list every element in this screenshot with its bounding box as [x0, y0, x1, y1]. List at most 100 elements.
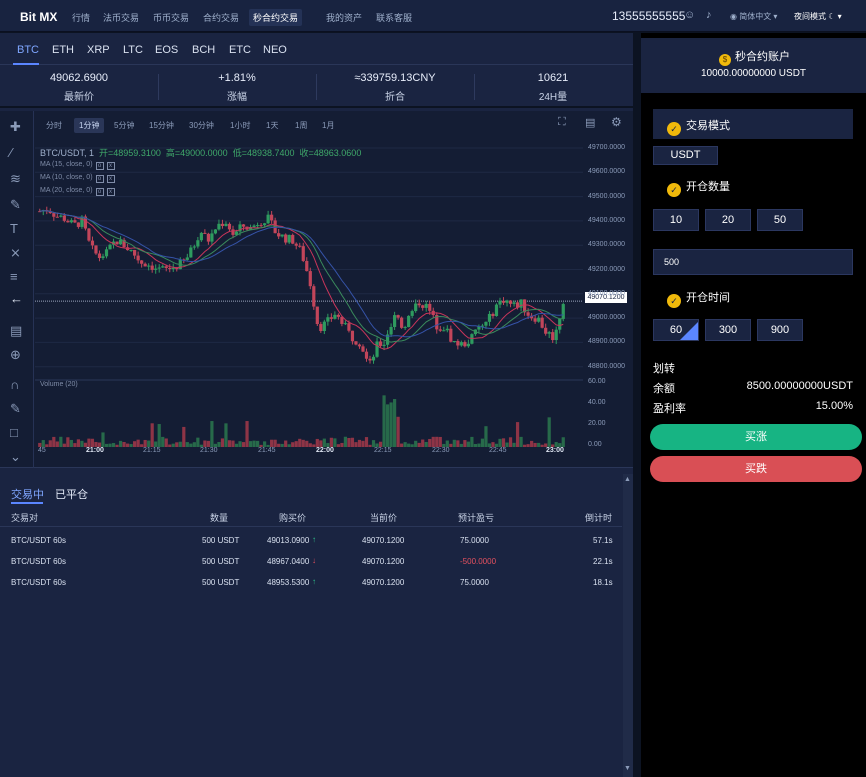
- eye-icon[interactable]: o: [95, 175, 104, 183]
- close-icon[interactable]: x: [106, 175, 115, 183]
- volume-bar: [378, 441, 383, 447]
- volume-bar: [354, 442, 358, 447]
- volume-bar: [168, 444, 172, 447]
- back-arrow-icon[interactable]: ←: [10, 291, 23, 306]
- tf-1w[interactable]: 1周: [295, 121, 308, 130]
- volume-bar: [87, 438, 91, 447]
- close-icon[interactable]: x: [106, 162, 115, 170]
- nav-item-contract[interactable]: 合约交易: [203, 13, 240, 23]
- magnet-icon[interactable]: ∩: [10, 377, 20, 392]
- volume-bar: [101, 432, 105, 447]
- candle-body: [213, 229, 218, 234]
- eye-icon[interactable]: o: [95, 188, 104, 196]
- time-option-60[interactable]: 60: [653, 319, 699, 341]
- buy-up-button[interactable]: 买涨: [650, 424, 862, 450]
- crosshair-icon[interactable]: ✚: [10, 119, 21, 134]
- qty-option-50[interactable]: 50: [757, 209, 803, 231]
- volume-bar: [270, 439, 274, 447]
- coin-tab-etc[interactable]: ETC: [229, 44, 251, 56]
- night-mode-toggle[interactable]: 夜间模式 ☾ ▾: [794, 12, 842, 21]
- text-icon[interactable]: T: [10, 221, 18, 236]
- nav-item-assets[interactable]: 我的资产: [326, 13, 363, 23]
- user-phone[interactable]: 13555555555: [612, 9, 686, 23]
- volume-bar: [487, 443, 492, 447]
- lock-drawing-icon[interactable]: ✎: [10, 401, 21, 416]
- tab-closed-orders[interactable]: 已平仓: [55, 489, 88, 501]
- coin-tab-ltc[interactable]: LTC: [123, 44, 143, 56]
- coin-tab-neo[interactable]: NEO: [263, 44, 287, 56]
- candle-body: [301, 246, 305, 261]
- volume-bar: [66, 437, 70, 447]
- lock-icon[interactable]: □: [10, 425, 18, 440]
- coin-tab-btc[interactable]: BTC: [17, 44, 39, 56]
- coin-tab-bch[interactable]: BCH: [192, 44, 216, 56]
- language-selector[interactable]: ◉ 简体中文 ▾: [730, 12, 778, 21]
- zoom-icon[interactable]: ⊕: [10, 347, 21, 362]
- price-tick: 48900.0000: [588, 338, 625, 346]
- tf-1m[interactable]: 1分钟: [74, 118, 105, 133]
- transfer-link[interactable]: 划转: [653, 363, 675, 375]
- tf-1h[interactable]: 1小时: [230, 121, 251, 130]
- ruler-icon[interactable]: ▤: [10, 323, 23, 338]
- qty-option-20[interactable]: 20: [705, 209, 751, 231]
- nav-item-market[interactable]: 行情: [72, 13, 91, 23]
- nav-item-support[interactable]: 联系客服: [376, 13, 413, 23]
- nav-item-spot[interactable]: 币币交易: [153, 13, 190, 23]
- table-row[interactable]: BTC/USDT 60s 500 USDT 49013.0900 ↑ 49070.120…: [0, 535, 622, 552]
- settings-gear-icon[interactable]: ⚙: [611, 115, 622, 129]
- speaker-icon[interactable]: ♪: [706, 9, 712, 21]
- coin-tab-xrp[interactable]: XRP: [87, 44, 110, 56]
- table-row[interactable]: BTC/USDT 60s 500 USDT 48953.5300 ↑ 49070.120…: [0, 577, 622, 594]
- table-row[interactable]: BTC/USDT 60s 500 USDT 48967.0400 ↓ 49070.120…: [0, 556, 622, 573]
- stat-cny: ≈339759.13CNY 折合: [316, 72, 474, 103]
- tf-15m[interactable]: 15分钟: [149, 121, 174, 130]
- candle-body: [143, 263, 147, 267]
- volume-bar: [164, 438, 168, 447]
- tf-1mo[interactable]: 1月: [322, 121, 335, 130]
- fullscreen-icon[interactable]: ⛶: [558, 116, 566, 128]
- coin-tab-eth[interactable]: ETH: [52, 44, 74, 56]
- nav-item-second-contract[interactable]: 秒合约交易: [249, 9, 303, 26]
- profit-rate-value: 15.00%: [815, 400, 853, 412]
- candle-body: [561, 304, 565, 319]
- time-option-900[interactable]: 900: [757, 319, 803, 341]
- volume-bar: [48, 440, 52, 447]
- chevron-down-icon[interactable]: ⌄: [10, 449, 21, 464]
- buy-down-button[interactable]: 买跌: [650, 456, 862, 482]
- volume-bar: [343, 436, 348, 447]
- kline-chart[interactable]: ✚ ∕ ≋ ✎ T ⨯ ≡ ← ▤ ⊕ ∩ ✎ □ ⌄ 分时 1分钟 5分钟 1…: [0, 111, 633, 468]
- nav-item-fiat[interactable]: 法币交易: [103, 13, 140, 23]
- fib-icon[interactable]: ≋: [10, 171, 21, 186]
- volume-bar: [322, 438, 326, 447]
- time-option-300[interactable]: 300: [705, 319, 751, 341]
- tf-timeline[interactable]: 分时: [46, 121, 62, 130]
- volume-bar: [526, 444, 530, 447]
- volume-bar: [38, 442, 42, 447]
- brush-icon[interactable]: ✎: [10, 197, 21, 212]
- tab-open-orders[interactable]: 交易中: [11, 489, 44, 501]
- logo[interactable]: Bit MX: [20, 10, 58, 24]
- indicator-icon[interactable]: ▤: [585, 117, 596, 129]
- tf-30m[interactable]: 30分钟: [189, 121, 214, 130]
- close-icon[interactable]: x: [106, 188, 115, 196]
- candle-body: [445, 328, 449, 331]
- volume-bar: [301, 439, 305, 447]
- coin-tab-eos[interactable]: EOS: [155, 44, 179, 56]
- scrollbar[interactable]: ▲ ▼: [623, 474, 633, 777]
- volume-bar: [111, 443, 116, 447]
- measure-icon[interactable]: ≡: [10, 269, 18, 284]
- user-icon[interactable]: ☺: [684, 9, 696, 21]
- tf-5m[interactable]: 5分钟: [114, 121, 135, 130]
- scroll-up-icon[interactable]: ▲: [624, 476, 631, 483]
- volume-bar: [231, 440, 235, 447]
- tf-1d[interactable]: 1天: [266, 121, 279, 130]
- candle-plot[interactable]: [35, 131, 583, 448]
- qty-option-10[interactable]: 10: [653, 209, 699, 231]
- currency-usdt-button[interactable]: USDT: [653, 146, 718, 165]
- eye-icon[interactable]: o: [95, 162, 104, 170]
- volume-bar: [206, 440, 210, 447]
- trendline-icon[interactable]: ∕: [10, 145, 13, 160]
- pattern-icon[interactable]: ⨯: [10, 245, 21, 260]
- amount-input[interactable]: 500: [653, 249, 853, 275]
- scroll-down-icon[interactable]: ▼: [624, 765, 631, 772]
